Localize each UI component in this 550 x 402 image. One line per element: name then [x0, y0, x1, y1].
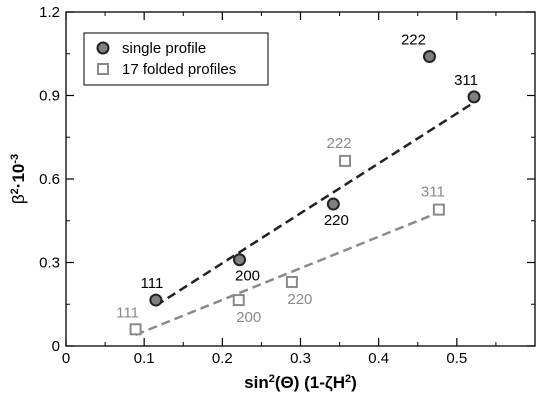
- x-tick-label: 0.3: [290, 350, 311, 367]
- y-tick-label: 0.9: [39, 88, 60, 105]
- data-point-single: [467, 90, 481, 104]
- legend: single profile 17 folded profiles: [83, 32, 269, 86]
- data-point-single: [422, 50, 436, 64]
- fit-line-folded: [135, 211, 440, 337]
- x-axis-title: sin2(Θ) (1-ζH2): [244, 373, 357, 392]
- x-tick-label: 0.2: [212, 350, 233, 367]
- data-point-folded: [129, 323, 142, 336]
- legend-label-folded: 17 folded profiles: [122, 61, 236, 78]
- y-tick-label: 0: [52, 338, 60, 355]
- data-point-single: [149, 293, 163, 307]
- x-tick-label: 0.5: [446, 350, 467, 367]
- data-point-single: [233, 253, 247, 267]
- data-point-folded: [432, 203, 445, 216]
- y-axis-title: β2·10-3: [9, 154, 28, 204]
- point-label: 311: [454, 72, 478, 89]
- fit-line-single: [155, 101, 475, 307]
- point-label: 200: [235, 268, 260, 285]
- point-label: 222: [327, 135, 352, 152]
- point-label: 311: [421, 184, 445, 201]
- y-tick-label: 1.2: [39, 4, 60, 21]
- point-label: 111: [140, 275, 163, 292]
- x-tick-label: 0.4: [368, 350, 389, 367]
- point-label: 111: [116, 304, 139, 321]
- y-tick-label: 0.6: [39, 171, 60, 188]
- data-point-single: [326, 197, 340, 211]
- point-label: 200: [236, 309, 261, 326]
- point-label: 220: [287, 291, 312, 308]
- x-tick-label: 0: [62, 350, 70, 367]
- data-point-folded: [232, 294, 245, 307]
- legend-label-single: single profile: [122, 40, 206, 57]
- point-label: 222: [401, 32, 426, 49]
- legend-marker-folded: [97, 63, 109, 75]
- legend-box: [83, 32, 269, 86]
- data-point-folded: [285, 275, 298, 288]
- data-point-folded: [339, 154, 352, 167]
- point-label: 220: [324, 212, 349, 229]
- x-tick-label: 0.1: [134, 350, 155, 367]
- y-tick-label: 0.3: [39, 255, 60, 272]
- legend-marker-single: [96, 41, 110, 55]
